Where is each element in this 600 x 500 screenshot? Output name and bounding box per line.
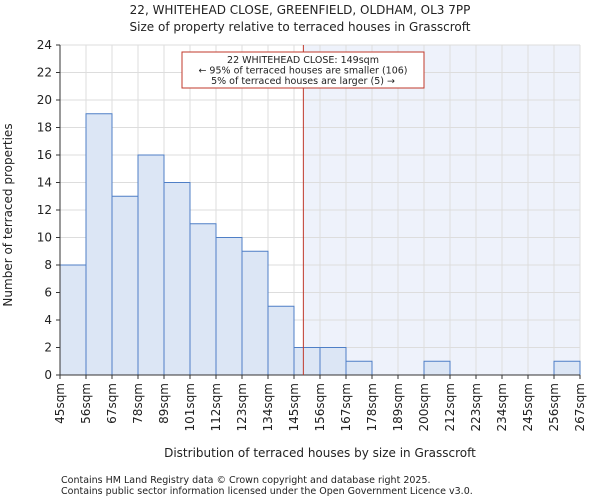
y-tick-label: 14: [37, 176, 52, 190]
histogram-bar-67sqm: [111, 195, 139, 376]
y-tick-label: 20: [37, 93, 52, 107]
annotation-line-1: 22 WHITEHEAD CLOSE: 149sqm: [227, 55, 379, 66]
x-tick-label-67sqm: 67sqm: [105, 383, 119, 424]
x-tick-label-112sqm: 112sqm: [209, 383, 223, 431]
x-tick-label-156sqm: 156sqm: [313, 383, 327, 431]
y-tick-label: 12: [37, 203, 52, 217]
histogram-bar-134sqm: [267, 305, 295, 376]
histogram-bar-156sqm: [319, 347, 347, 376]
y-tick-label: 16: [37, 148, 52, 162]
histogram-bar-145sqm: [293, 347, 321, 376]
x-tick-label-234sqm: 234sqm: [495, 383, 509, 431]
x-tick-label-223sqm: 223sqm: [469, 383, 483, 431]
y-tick-label: 8: [44, 258, 52, 272]
x-tick-label-78sqm: 78sqm: [131, 383, 145, 424]
chart-title: 22, WHITEHEAD CLOSE, GREENFIELD, OLDHAM,…: [130, 3, 471, 17]
x-tick-label-167sqm: 167sqm: [339, 383, 353, 431]
x-tick-label-267sqm: 267sqm: [573, 383, 587, 431]
x-axis-label: Distribution of terraced houses by size …: [164, 446, 476, 460]
histogram-bar-78sqm: [137, 154, 165, 376]
chart-subtitle: Size of property relative to terraced ho…: [130, 20, 471, 34]
y-tick-label: 2: [44, 341, 52, 355]
x-tick-label-101sqm: 101sqm: [183, 383, 197, 431]
y-tick-label: 4: [44, 313, 52, 327]
y-axis-label: Number of terraced properties: [1, 123, 15, 306]
x-tick-label-56sqm: 56sqm: [79, 383, 93, 424]
histogram-bar-101sqm: [189, 223, 217, 376]
histogram-bar-89sqm: [163, 182, 191, 376]
x-tick-label-145sqm: 145sqm: [287, 383, 301, 431]
histogram-bar-123sqm: [241, 250, 269, 376]
y-tick-label: 18: [37, 121, 52, 135]
histogram-bar-200sqm: [423, 360, 451, 376]
annotation-line-2: ← 95% of terraced houses are smaller (10…: [198, 66, 407, 77]
histogram-bar-56sqm: [85, 113, 113, 376]
x-tick-label-45sqm: 45sqm: [53, 383, 67, 424]
x-tick-label-256sqm: 256sqm: [547, 383, 561, 431]
x-tick-label-212sqm: 212sqm: [443, 383, 457, 431]
x-tick-label-200sqm: 200sqm: [417, 383, 431, 431]
footer-licence: Contains public sector information licen…: [61, 486, 473, 497]
footer-copyright: Contains HM Land Registry data © Crown c…: [61, 475, 431, 486]
y-tick-label: 6: [44, 286, 52, 300]
y-tick-label: 0: [44, 368, 52, 382]
y-tick-label: 10: [37, 231, 52, 245]
x-tick-label-189sqm: 189sqm: [391, 383, 405, 431]
histogram-bar-256sqm: [553, 360, 581, 376]
y-tick-label: 22: [37, 66, 52, 80]
histogram-bar-112sqm: [215, 237, 243, 376]
histogram-bar-167sqm: [345, 360, 373, 376]
x-tick-label-134sqm: 134sqm: [261, 383, 275, 431]
x-tick-label-89sqm: 89sqm: [157, 383, 171, 424]
annotation-box: [181, 51, 425, 89]
x-tick-label-178sqm: 178sqm: [365, 383, 379, 431]
histogram-bar-45sqm: [59, 264, 87, 376]
x-tick-label-123sqm: 123sqm: [235, 383, 249, 431]
y-tick-label: 24: [37, 38, 52, 52]
x-tick-label-245sqm: 245sqm: [521, 383, 535, 431]
annotation-line-3: 5% of terraced houses are larger (5) →: [211, 76, 395, 87]
